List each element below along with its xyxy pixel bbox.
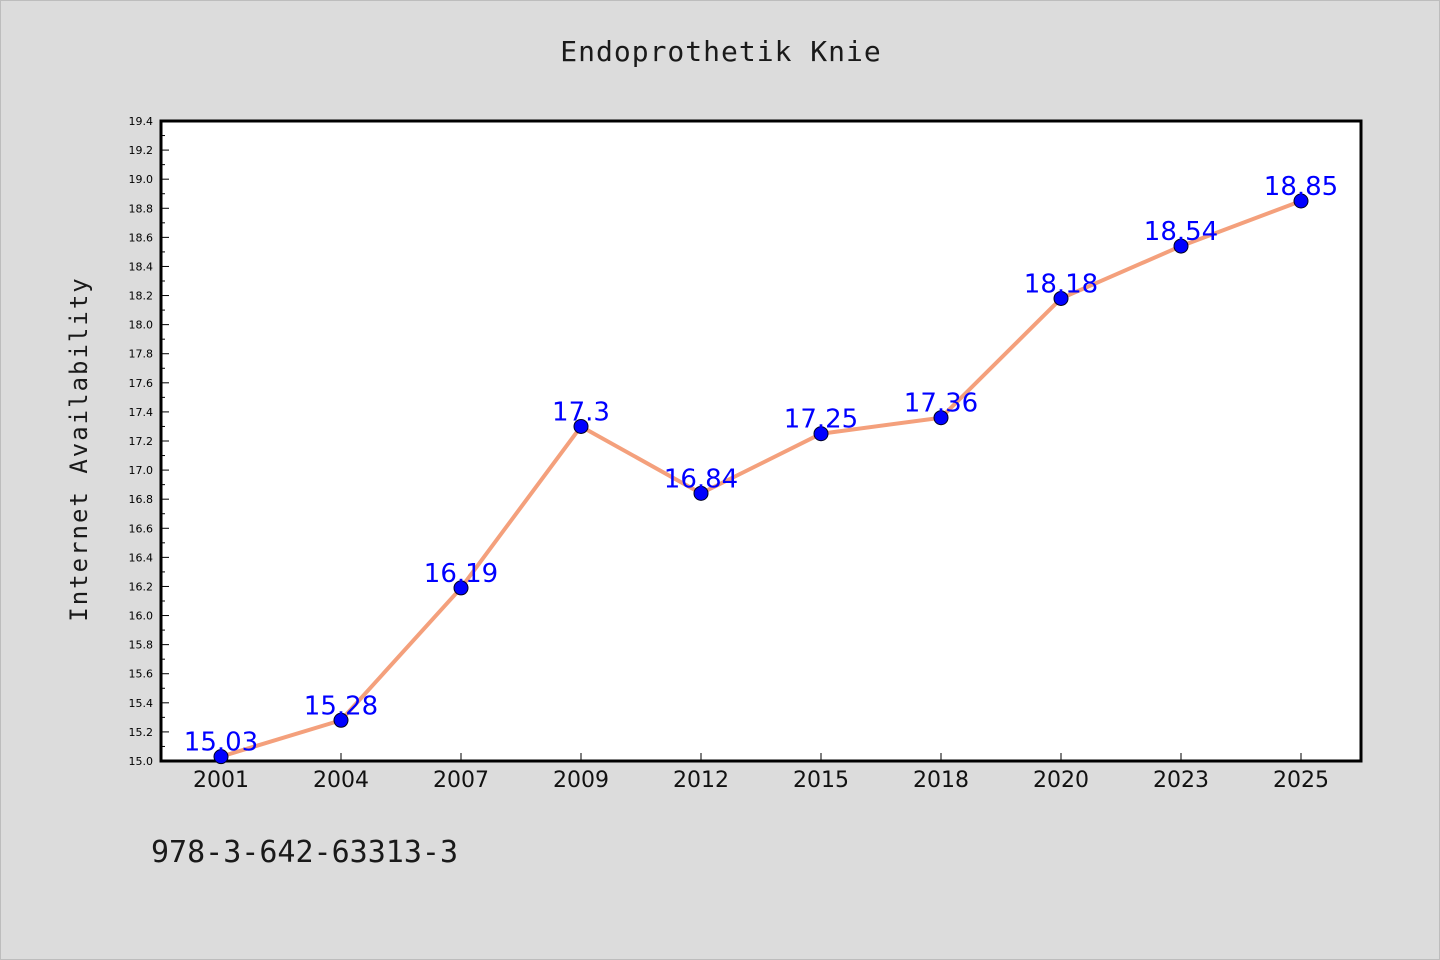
x-tick-label: 2018 [913, 768, 969, 793]
data-label: 18.54 [1144, 217, 1218, 247]
y-tick-label: 17.6 [129, 377, 154, 390]
data-label: 18.85 [1264, 172, 1338, 202]
data-label: 16.19 [424, 559, 498, 589]
x-tick-label: 2023 [1153, 768, 1209, 793]
plot-area [159, 119, 1363, 763]
data-label: 18.18 [1024, 269, 1098, 299]
y-tick-label: 17.0 [129, 464, 154, 477]
y-tick-label: 15.4 [129, 697, 154, 710]
data-point-marker [693, 485, 709, 501]
data-label: 17.25 [784, 405, 858, 435]
data-point-marker [1173, 238, 1189, 254]
data-label: 15.28 [304, 691, 378, 721]
series-line-group [219, 199, 1303, 759]
x-tick-label: 2007 [433, 768, 489, 793]
data-label: 17.3 [552, 397, 610, 427]
series-line [219, 199, 1303, 759]
y-axis: 15.0 15.2 15.4 15.6 15.8 16.0 16.2 16.4 16.6 16.8… [129, 115, 169, 768]
y-tick-label: 17.2 [129, 435, 154, 448]
footer-isbn-text: 978-3-642-63313-3 [151, 835, 459, 870]
y-tick-label: 17.4 [129, 406, 154, 419]
data-point-marker [1293, 193, 1309, 209]
y-tick-label: 15.8 [129, 639, 154, 652]
series-markers-group [213, 193, 1309, 765]
y-tick-label: 19.4 [129, 115, 154, 128]
y-tick-label: 18.0 [129, 319, 154, 332]
data-label: 16.84 [664, 464, 738, 494]
x-tick-label: 2020 [1033, 768, 1089, 793]
data-label: 17.36 [904, 389, 978, 419]
data-point-marker [1053, 290, 1069, 306]
x-tick-label: 2004 [313, 768, 369, 793]
y-tick-label: 18.8 [129, 202, 154, 215]
y-tick-label: 18.6 [129, 231, 154, 244]
chart-title: Endoprothetik Knie [560, 35, 882, 68]
y-tick-label: 16.8 [129, 493, 154, 506]
y-tick-label: 18.2 [129, 290, 154, 303]
x-tick-label: 2015 [793, 768, 849, 793]
y-tick-label: 17.8 [129, 348, 154, 361]
y-tick-label: 16.2 [129, 580, 154, 593]
x-tick-label: 2001 [193, 768, 249, 793]
x-tick-label: 2009 [553, 768, 609, 793]
x-axis: 2001 2004 2007 2009 2012 2015 2018 2020 2023 2025 [193, 753, 1329, 793]
data-point-marker [813, 426, 829, 442]
data-label: 15.03 [184, 728, 258, 758]
data-point-marker [573, 418, 589, 434]
data-point-marker [333, 712, 349, 728]
x-tick-label: 2025 [1273, 768, 1329, 793]
y-tick-label: 15.2 [129, 726, 154, 739]
data-point-marker [213, 749, 229, 765]
y-tick-label: 15.0 [129, 755, 154, 768]
data-point-marker [453, 580, 469, 596]
y-tick-label: 19.0 [129, 173, 154, 186]
data-labels-group: 15.03 15.28 16.19 17.3 16.84 17.25 17.36 18.18 1… [184, 172, 1338, 758]
y-tick-label: 16.0 [129, 610, 154, 623]
y-tick-label: 18.4 [129, 260, 154, 273]
x-tick-label: 2012 [673, 768, 729, 793]
y-tick-label: 19.2 [129, 144, 154, 157]
y-axis-label: Internet Availability [65, 276, 93, 621]
y-tick-label: 16.4 [129, 551, 154, 564]
y-tick-label: 16.6 [129, 522, 154, 535]
data-point-marker [933, 410, 949, 426]
y-tick-label: 15.6 [129, 668, 154, 681]
